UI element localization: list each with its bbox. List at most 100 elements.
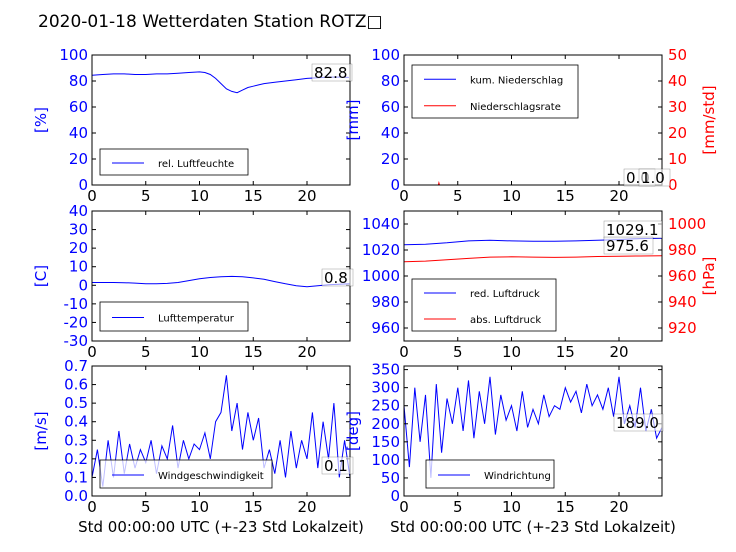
y-axis-label: [%] (32, 107, 50, 133)
legend-box (425, 459, 555, 489)
y-tick-label: 100 (59, 46, 88, 64)
y-tick-label: 150 (371, 433, 400, 451)
value-label-box (321, 268, 354, 287)
value-label-box (311, 63, 353, 82)
panel-pressure: 0 5 10 15 20 960 980 1000 1020 1040 920 940 960 980 10… (362, 210, 718, 361)
x-tick-label: 20 (609, 187, 628, 205)
x-tick-label: 15 (556, 343, 575, 361)
y-tick-label: 0.7 (64, 357, 88, 375)
y-tick-label: 200 (371, 415, 400, 433)
y-tick-label: 350 (371, 361, 400, 379)
value-label: 1.0 (641, 169, 665, 187)
y-tick-label: 0.2 (64, 450, 88, 468)
x-tick-label: 0 (87, 343, 97, 361)
x-tick-label: 0 (87, 187, 97, 205)
y-tick-label: 40 (69, 202, 88, 220)
x-tick-label: 20 (297, 498, 316, 516)
y-tick-label: 0.6 (64, 376, 88, 394)
y-tick-label: 0.4 (64, 413, 88, 431)
legend-box (411, 64, 579, 119)
x-tick-label: 5 (453, 187, 463, 205)
value-label: 82.8 (314, 64, 347, 82)
y-tick-label: 20 (69, 239, 88, 257)
x-tick-label: 0 (399, 187, 409, 205)
y-tick-label: 0 (390, 176, 400, 194)
y-right-tick-label: 10 (668, 150, 687, 168)
x-tick-label: 0 (399, 343, 409, 361)
y-tick-label: 100 (371, 46, 400, 64)
y-right-tick-label: 960 (668, 267, 697, 285)
plot-frame (91, 54, 351, 186)
value-label-box (321, 456, 354, 475)
value-label-box (613, 413, 664, 432)
y-tick-label: -20 (64, 313, 89, 331)
legend: Windrichtung (425, 459, 555, 489)
legend-label: Lufttemperatur (158, 314, 235, 325)
x-tick-label: 5 (141, 498, 151, 516)
x-tick-label: 5 (141, 187, 151, 205)
y-tick-label: 20 (381, 150, 400, 168)
plot-frame (403, 54, 663, 186)
y-tick-label: 80 (381, 72, 400, 90)
series-line-wind_direction-0 (404, 376, 662, 478)
y-tick-label: 0.0 (64, 487, 88, 505)
y-tick-label: 1000 (362, 267, 400, 285)
x-tick-label: 20 (297, 187, 316, 205)
legend-box (99, 148, 249, 176)
legend-box (411, 278, 557, 332)
panel-precipitation: 0 5 10 15 20 0 20 40 60 80 100 0 10 20 30 40 50 [mm] [mm/s… (344, 46, 718, 205)
legend-label: Niederschlagsrate (470, 102, 561, 113)
legend: Lufttemperatur (99, 301, 249, 332)
y-axis-label: [C] (32, 265, 50, 287)
legend-label: red. Luftdruck (470, 289, 540, 300)
y-right-tick-label: 40 (668, 72, 687, 90)
x-tick-label: 10 (190, 498, 209, 516)
y-right-tick-label: 50 (668, 46, 687, 64)
y-tick-label: 0.1 (64, 468, 88, 486)
x-axis-label-right: Std 00:00:00 UTC (+-23 Std Lokalzeit) (390, 518, 676, 536)
x-tick-label: 5 (453, 343, 463, 361)
x-tick-label: 20 (297, 343, 316, 361)
x-tick-label: 15 (244, 498, 263, 516)
y-axis-label: [mm] (344, 100, 362, 141)
legend-label: Windrichtung (484, 471, 551, 482)
value-label-box (638, 168, 671, 187)
legend-box (99, 301, 249, 332)
legend-label: kum. Niederschlag (470, 75, 563, 86)
y-right-axis-label: [mm/std] (700, 85, 718, 154)
legend-label: Windgeschwindigkeit (158, 471, 264, 482)
y-tick-label: 980 (371, 293, 400, 311)
x-axis-label-left: Std 00:00:00 UTC (+-23 Std Lokalzeit) (78, 518, 364, 536)
y-tick-label: 40 (381, 124, 400, 142)
value-label-box (603, 236, 654, 255)
x-tick-label: 15 (556, 498, 575, 516)
y-tick-label: 960 (371, 319, 400, 337)
plot-frame (91, 365, 351, 497)
x-tick-label: 15 (556, 187, 575, 205)
x-tick-label: 5 (453, 498, 463, 516)
y-right-tick-label: 920 (668, 319, 697, 337)
y-tick-label: -30 (64, 332, 89, 350)
y-tick-label: 0 (78, 176, 88, 194)
y-right-tick-label: 30 (668, 98, 687, 116)
legend-label: abs. Luftdruck (470, 315, 541, 326)
y-tick-label: 60 (381, 98, 400, 116)
y-right-axis-label: [hPa] (700, 257, 718, 296)
y-tick-label: 80 (69, 72, 88, 90)
y-tick-label: 1040 (362, 215, 400, 233)
value-label: 1029.1 (606, 221, 659, 239)
y-tick-label: 50 (381, 469, 400, 487)
series-line-humidity-0 (92, 71, 349, 94)
x-tick-label: 10 (502, 498, 521, 516)
y-axis-label: [deg] (344, 411, 362, 451)
y-tick-label: 10 (69, 258, 88, 276)
x-tick-label: 20 (609, 343, 628, 361)
panel-wind_direction: 0 5 10 15 20050100150200250300350[deg]Windri… (344, 361, 664, 516)
y-tick-label: 100 (371, 451, 400, 469)
panel-wind_speed: 0 5 10 15 200.00.10.20.30.40.50.60.7[m/s]Win… (32, 357, 354, 516)
y-right-tick-label: 1000 (668, 215, 706, 233)
x-tick-label: 15 (244, 343, 263, 361)
y-tick-label: 0.3 (64, 431, 88, 449)
y-tick-label: 60 (69, 98, 88, 116)
x-tick-label: 10 (190, 343, 209, 361)
